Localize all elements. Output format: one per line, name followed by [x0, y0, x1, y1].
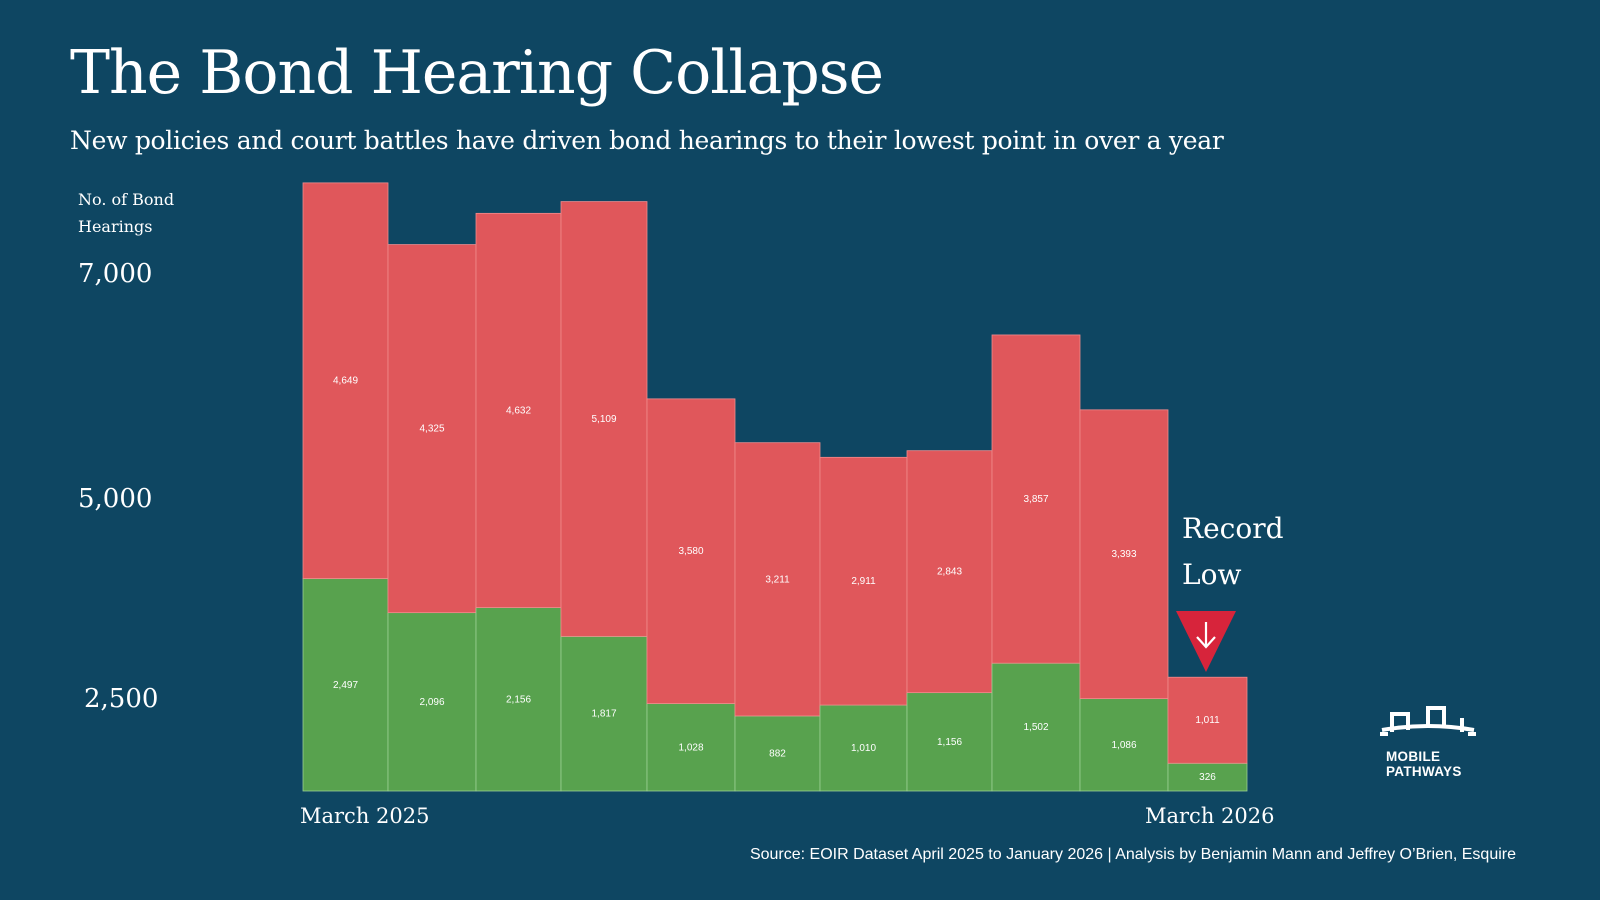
data-label-green: 1,502 [1023, 722, 1048, 733]
data-label-green: 2,156 [506, 694, 531, 705]
x-tick-label-start: March 2025 [300, 804, 430, 828]
data-label-red: 1,011 [1195, 715, 1220, 726]
mobile-pathways-logo: MOBILE PATHWAYS [1380, 704, 1480, 779]
data-label-red: 3,580 [678, 546, 703, 557]
y-axis-label: No. of Bond Hearings [78, 190, 175, 236]
data-label-red: 4,325 [419, 424, 444, 435]
annotation-line-2: Low [1182, 558, 1242, 591]
data-label-green: 1,817 [591, 709, 616, 720]
data-label-red: 2,843 [937, 567, 962, 578]
x-tick-label-end: March 2026 [1145, 804, 1275, 828]
annotation-line-1: Record [1182, 512, 1284, 545]
y-tick-label: 7,000 [78, 259, 153, 289]
logo-text-line-1: MOBILE [1386, 749, 1441, 764]
bar-segment-red [1167, 676, 1248, 764]
bar-segment-green [475, 607, 562, 792]
bar-segment-green [646, 703, 736, 792]
bar-segment-green [991, 662, 1081, 792]
bar-segment-green [819, 704, 908, 792]
bar-segment-red [819, 456, 908, 706]
bar-segment-green [560, 635, 648, 792]
bar-segment-green [906, 692, 993, 792]
bars-group: 2,497 4,649 2,096 4,325 2,156 4,632 1,817 5,109… [302, 182, 1248, 792]
bar-segment-red [991, 334, 1081, 664]
source-note: Source: EOIR Dataset April 2025 to Janua… [749, 846, 1516, 863]
down-arrow-triangle-icon [1176, 611, 1236, 672]
data-label-red: 3,211 [765, 574, 790, 585]
bar-segment-red [560, 201, 648, 637]
data-label-green: 2,096 [419, 697, 444, 708]
data-label-green: 326 [1199, 772, 1216, 783]
data-label-green: 2,497 [333, 680, 358, 691]
bar-segment-red [302, 182, 389, 579]
data-label-red: 3,857 [1023, 494, 1048, 505]
bridge-icon [1380, 706, 1476, 736]
bar-segment-red [1079, 409, 1169, 699]
data-label-red: 2,911 [851, 576, 876, 587]
bar-segment-green [734, 715, 821, 792]
chart-subtitle: New policies and court battles have driv… [70, 126, 1224, 155]
data-label-red: 3,393 [1111, 549, 1136, 560]
bar-segment-red [646, 398, 736, 704]
bar-segment-red [475, 212, 562, 608]
bar-segment-red [906, 450, 993, 694]
logo-text-line-2: PATHWAYS [1386, 764, 1462, 779]
data-label-green: 882 [769, 748, 786, 759]
data-label-green: 1,010 [851, 743, 876, 754]
y-tick-label: 2,500 [84, 684, 159, 714]
y-tick-label: 5,000 [78, 484, 153, 514]
bar-segment-green [1079, 698, 1169, 792]
data-label-green: 1,028 [678, 742, 703, 753]
bar-segment-red [387, 244, 477, 614]
bar-segment-red [734, 442, 821, 717]
data-label-red: 4,632 [506, 405, 531, 416]
record-low-annotation: Record Low [1182, 506, 1284, 598]
chart-title: The Bond Hearing Collapse [70, 38, 884, 108]
data-label-green: 1,156 [937, 737, 962, 748]
data-label-red: 5,109 [591, 414, 616, 425]
data-label-red: 4,649 [333, 376, 358, 387]
data-label-green: 1,086 [1111, 740, 1136, 751]
